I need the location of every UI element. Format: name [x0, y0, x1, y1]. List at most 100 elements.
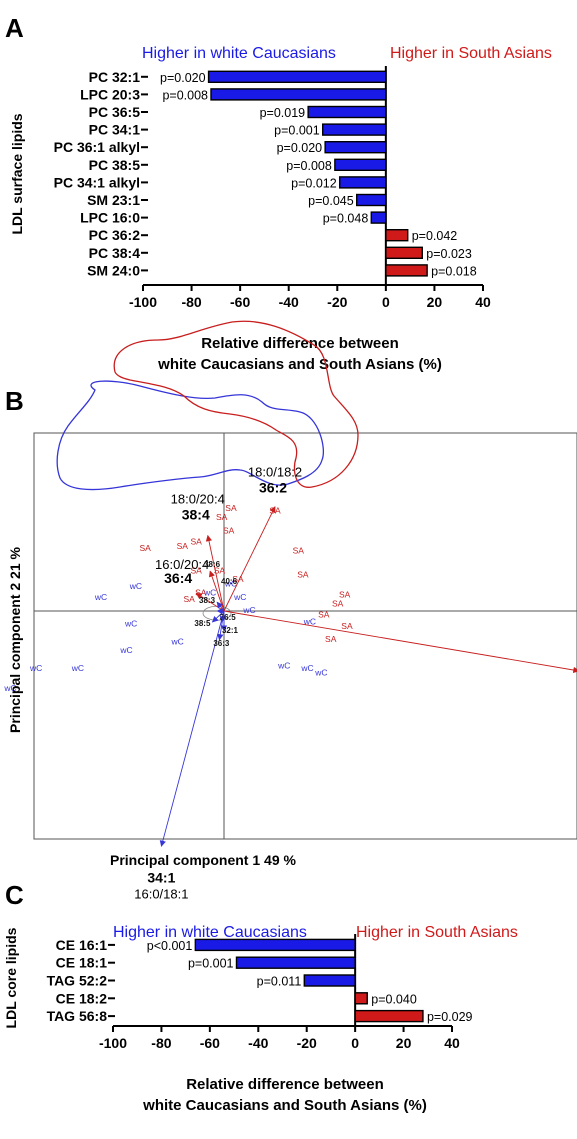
point-south-asian: SA	[177, 541, 189, 551]
pc2-axis-title: Principal component 2 21 %	[7, 546, 23, 732]
x-axis-title-line2: white Caucasians and South Asians (%)	[157, 356, 442, 373]
point-white-caucasian: wC	[233, 592, 246, 602]
x-tick-label: 40	[444, 1035, 460, 1051]
x-tick-label: -80	[181, 294, 201, 310]
point-white-caucasian: wC	[303, 616, 316, 626]
x-tick-label: 0	[382, 294, 390, 310]
point-south-asian: SA	[332, 599, 344, 609]
category-label: LPC 20:3	[80, 86, 140, 102]
category-label: PC 34:1 alkyl	[54, 174, 140, 190]
y-axis-title: LDL surface lipids	[9, 113, 25, 234]
point-south-asian: SA	[318, 610, 330, 620]
x-tick-label: -20	[297, 1035, 317, 1051]
p-value-label: p=0.020	[160, 71, 206, 85]
p-value-label: p=0.001	[274, 124, 320, 138]
p-value-label: p=0.001	[188, 957, 234, 971]
loading-arrow-blue	[216, 601, 225, 612]
point-white-caucasian: wC	[129, 581, 142, 591]
category-label: CE 18:2	[56, 990, 108, 1006]
x-tick-label: 40	[475, 294, 491, 310]
p-value-label: p=0.012	[291, 176, 337, 190]
x-tick-label: 0	[351, 1035, 359, 1051]
y-axis-title: LDL core lipids	[3, 927, 19, 1028]
point-white-caucasian: wC	[94, 592, 107, 602]
p-value-label: p=0.040	[371, 992, 417, 1006]
point-south-asian: SA	[214, 565, 226, 575]
x-tick-label: -80	[151, 1035, 171, 1051]
p-value-label: p=0.018	[431, 264, 477, 278]
x-tick-label: -60	[200, 1035, 220, 1051]
p-value-label: p=0.008	[162, 88, 208, 102]
loading-label: 36:5	[220, 613, 237, 622]
loading-arrow-red	[223, 610, 577, 674]
point-south-asian: SA	[190, 536, 202, 546]
x-axis-title-line2: white Caucasians and South Asians (%)	[142, 1097, 427, 1114]
panel-c-bar-chart: Higher in white Caucasians Higher in Sout…	[3, 924, 518, 1114]
category-label: PC 38:4	[89, 245, 141, 261]
loading-sublabel: 16:0/18:1	[134, 886, 188, 901]
point-south-asian: SA	[223, 525, 235, 535]
x-tick-label: -60	[230, 294, 250, 310]
bar	[210, 88, 387, 101]
panel-label-a: A	[5, 13, 24, 43]
category-label: TAG 56:8	[47, 1008, 108, 1024]
category-label: PC 38:5	[89, 157, 141, 173]
pc1-axis-title: Principal component 1 49 %	[110, 852, 296, 868]
panel-a-bar-chart: Higher in white Caucasians Higher in Sout…	[9, 45, 552, 373]
point-south-asian: SA	[339, 590, 351, 600]
bar	[354, 992, 368, 1005]
loading-label: 36:3	[213, 639, 230, 648]
point-south-asian: SA	[195, 587, 207, 597]
p-value-label: p=0.045	[308, 194, 354, 208]
point-white-caucasian: wC	[203, 587, 216, 597]
bar	[385, 246, 423, 260]
pca-plot-frame	[33, 432, 577, 840]
x-tick-label: -100	[99, 1035, 127, 1051]
loading-label: 38:3	[199, 596, 216, 605]
bar	[385, 264, 428, 277]
x-axis-title-line1: Relative difference between	[201, 335, 399, 352]
point-south-asian: SA	[341, 621, 353, 631]
header-higher-white: Higher in white Caucasians	[113, 924, 307, 941]
point-white-caucasian: wC	[119, 645, 132, 655]
point-white-caucasian: wC	[242, 605, 255, 615]
point-white-caucasian: wC	[3, 683, 16, 693]
p-value-label: p=0.019	[260, 106, 306, 120]
bar	[194, 938, 356, 952]
point-white-caucasian: wC	[29, 663, 42, 673]
white-caucasian-group-outline	[56, 380, 324, 491]
x-tick-label: 20	[427, 294, 443, 310]
loading-label: 38:5	[194, 619, 211, 628]
point-south-asian: SA	[184, 594, 196, 604]
loading-label: 40:6	[221, 577, 238, 586]
p-value-label: p=0.020	[277, 141, 323, 155]
point-south-asian: SA	[293, 545, 305, 555]
header-higher-south: Higher in South Asians	[356, 924, 518, 941]
south-asian-group-outline	[113, 320, 359, 488]
point-south-asian: SA	[225, 503, 237, 513]
panel-label-c: C	[5, 880, 24, 910]
loading-arrow-blue	[217, 610, 225, 641]
bar	[339, 176, 387, 189]
category-label: PC 36:5	[89, 104, 141, 120]
category-label: LPC 16:0	[80, 210, 140, 226]
bar	[307, 105, 387, 119]
point-white-caucasian: wC	[277, 661, 290, 671]
category-label: SM 23:1	[87, 192, 140, 208]
point-white-caucasian: wC	[71, 663, 84, 673]
point-south-asian: SA	[232, 574, 244, 584]
bar	[303, 974, 356, 987]
p-value-label: p=0.042	[412, 229, 458, 243]
loading-label: 38:4	[182, 507, 210, 523]
point-south-asian: SA	[190, 565, 202, 575]
point-south-asian: SA	[139, 543, 151, 553]
header-higher-white: Higher in white Caucasians	[142, 45, 336, 62]
category-label: PC 34:1	[89, 122, 141, 138]
bar	[324, 140, 387, 154]
point-white-caucasian: wC	[224, 579, 237, 589]
loading-sublabel: 18:0/20:4	[171, 492, 225, 507]
p-value-label: p=0.048	[323, 212, 369, 226]
loading-arrow-blue	[159, 610, 225, 847]
bar	[370, 211, 387, 224]
category-label: SM 24:0	[87, 262, 140, 278]
